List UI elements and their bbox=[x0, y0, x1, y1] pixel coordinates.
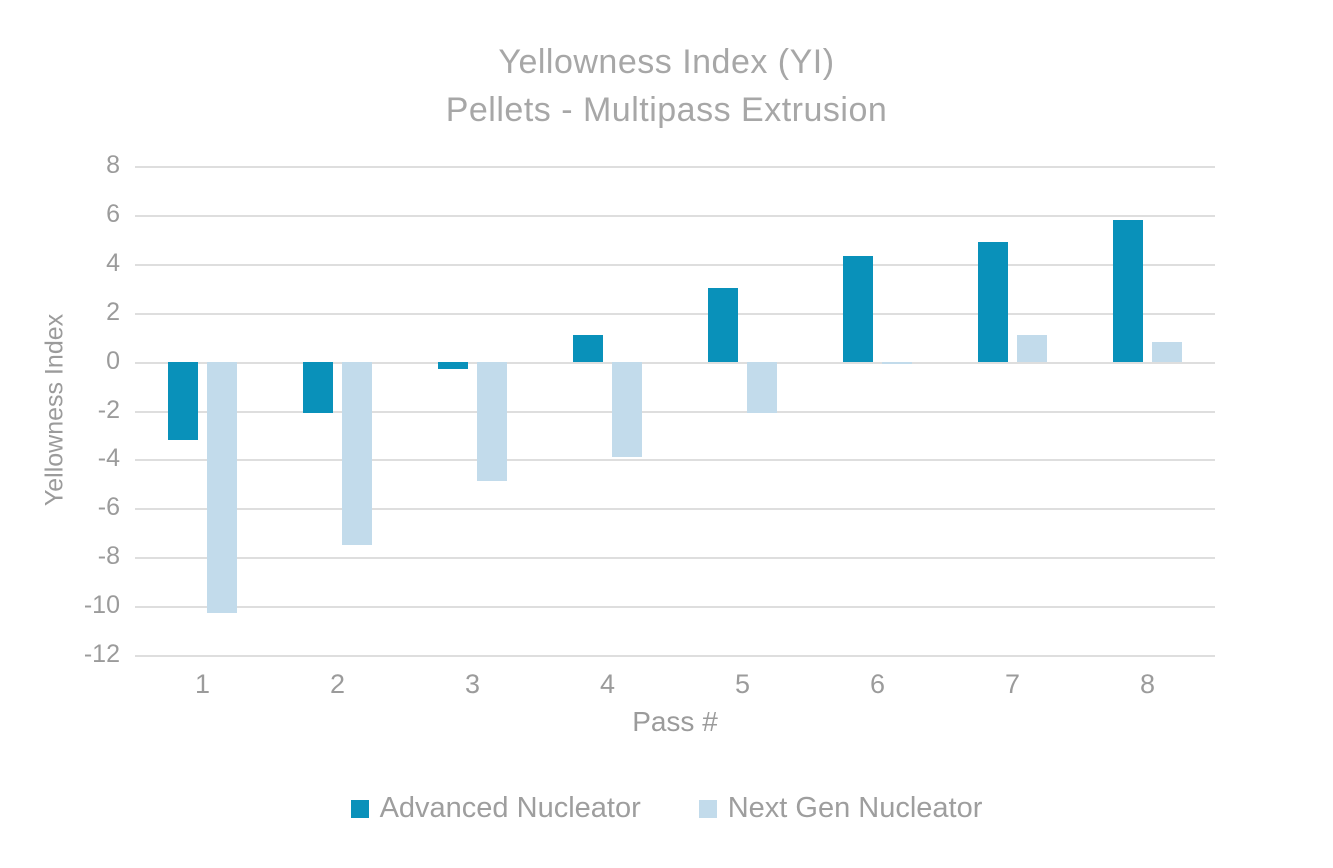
gridline bbox=[135, 655, 1215, 657]
bar-next-gen-nucleator-pass-7 bbox=[1017, 334, 1047, 362]
gridline bbox=[135, 312, 1215, 315]
legend-label-advanced-nucleator: Advanced Nucleator bbox=[379, 792, 641, 824]
legend-label-next-gen-nucleator: Next Gen Nucleator bbox=[727, 792, 983, 824]
y-tick-label: 0 bbox=[106, 346, 120, 375]
y-tick-label: 8 bbox=[106, 151, 120, 179]
chart-title-line1: Yellowness Index (YI) bbox=[498, 43, 835, 81]
gridline bbox=[135, 557, 1215, 560]
y-tick-label: 6 bbox=[106, 199, 120, 228]
bar-advanced-nucleator-pass-6 bbox=[843, 256, 873, 362]
gridline bbox=[135, 508, 1215, 511]
gridline bbox=[135, 410, 1215, 413]
bar-advanced-nucleator-pass-3 bbox=[438, 361, 468, 369]
y-tick-label: 2 bbox=[106, 297, 120, 326]
y-tick-label: 4 bbox=[106, 248, 120, 277]
x-tick-label: 5 bbox=[734, 669, 751, 699]
gridline bbox=[135, 166, 1215, 168]
x-tick-label: 7 bbox=[1004, 669, 1021, 699]
plot-area bbox=[135, 166, 1215, 657]
bar-advanced-nucleator-pass-8 bbox=[1113, 219, 1143, 362]
bar-next-gen-nucleator-pass-6 bbox=[882, 361, 912, 365]
chart-title: Yellowness Index (YI) Pellets - Multipas… bbox=[0, 38, 1333, 134]
bar-advanced-nucleator-pass-5 bbox=[708, 288, 738, 362]
gridline bbox=[135, 606, 1215, 609]
legend-swatch-next-gen-nucleator-icon bbox=[698, 799, 717, 818]
legend-item-advanced-nucleator: Advanced Nucleator bbox=[350, 792, 641, 825]
legend-item-next-gen-nucleator: Next Gen Nucleator bbox=[698, 792, 983, 825]
y-tick-label: -8 bbox=[97, 542, 120, 571]
x-tick-label: 1 bbox=[194, 669, 211, 699]
bar-next-gen-nucleator-pass-4 bbox=[612, 361, 642, 457]
bar-advanced-nucleator-pass-1 bbox=[168, 361, 198, 440]
y-tick-label: -4 bbox=[97, 444, 120, 473]
x-tick-label: 3 bbox=[464, 669, 481, 699]
gridline bbox=[135, 459, 1215, 462]
x-tick-label: 8 bbox=[1139, 669, 1156, 699]
legend: Advanced Nucleator Next Gen Nucleator bbox=[0, 792, 1333, 825]
y-tick-label: -10 bbox=[83, 591, 120, 620]
bar-next-gen-nucleator-pass-5 bbox=[747, 361, 777, 413]
bar-next-gen-nucleator-pass-3 bbox=[477, 361, 507, 482]
x-tick-label: 2 bbox=[329, 669, 346, 699]
bar-advanced-nucleator-pass-7 bbox=[978, 241, 1008, 362]
gridline bbox=[135, 214, 1215, 217]
bar-next-gen-nucleator-pass-8 bbox=[1152, 342, 1182, 362]
y-tick-label: -12 bbox=[83, 640, 120, 668]
zero-gridline bbox=[135, 361, 1215, 364]
x-tick-label: 6 bbox=[869, 669, 886, 699]
bar-advanced-nucleator-pass-4 bbox=[573, 334, 603, 362]
y-tick-label: -2 bbox=[97, 395, 120, 424]
bar-advanced-nucleator-pass-2 bbox=[303, 361, 333, 413]
bar-next-gen-nucleator-pass-2 bbox=[342, 361, 372, 545]
x-tick-label: 4 bbox=[599, 669, 616, 699]
x-axis-title: Pass # bbox=[632, 706, 718, 737]
legend-swatch-advanced-nucleator-icon bbox=[350, 799, 369, 818]
y-tick-label: -6 bbox=[97, 493, 120, 522]
bar-next-gen-nucleator-pass-1 bbox=[207, 361, 237, 614]
chart-title-line2: Pellets - Multipass Extrusion bbox=[445, 91, 888, 129]
gridline bbox=[135, 263, 1215, 266]
